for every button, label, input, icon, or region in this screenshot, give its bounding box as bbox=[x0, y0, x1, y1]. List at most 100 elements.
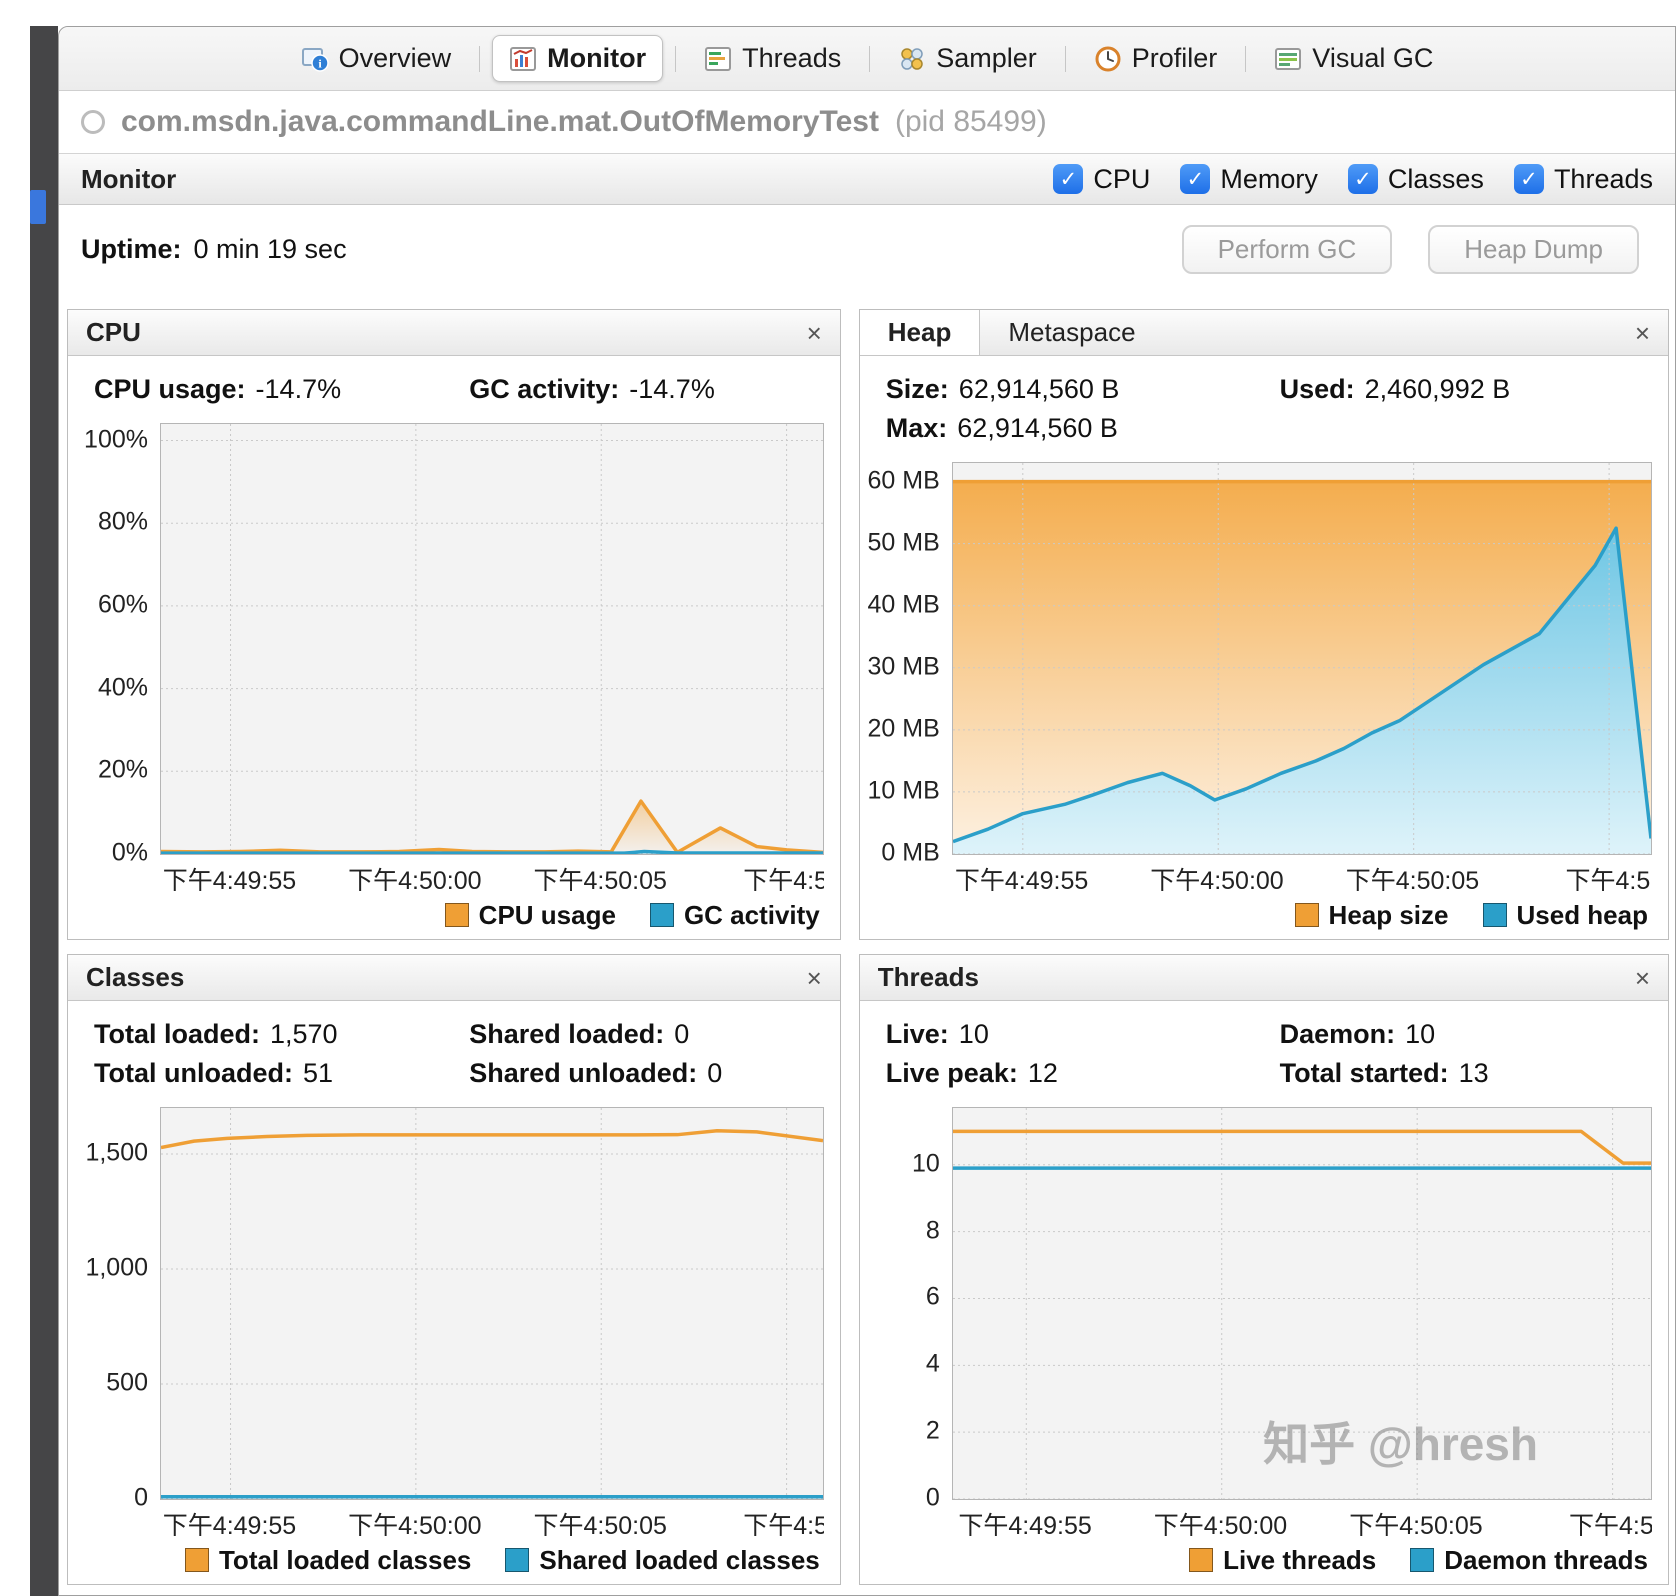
stat: Used: 2,460,992 B bbox=[1280, 374, 1658, 405]
panel-heap-header: Heap Metaspace × bbox=[859, 310, 1668, 356]
heap-dump-button[interactable]: Heap Dump bbox=[1428, 224, 1639, 274]
stat-value: 13 bbox=[1458, 1058, 1489, 1088]
y-tick-label: 60% bbox=[97, 590, 148, 619]
tab-sampler[interactable]: Sampler bbox=[882, 36, 1053, 81]
stat: Daemon: 10 bbox=[1280, 1019, 1658, 1050]
close-icon[interactable]: × bbox=[806, 317, 822, 348]
x-tick-label: 下午4:5 bbox=[743, 867, 824, 891]
tab-threads[interactable]: Threads bbox=[688, 36, 857, 81]
tab-label: Profiler bbox=[1131, 43, 1218, 73]
stat: CPU usage: -14.7% bbox=[94, 374, 469, 405]
process-status-icon bbox=[81, 110, 105, 134]
y-tick-label: 10 MB bbox=[867, 776, 940, 805]
legend-item: Shared loaded classes bbox=[505, 1544, 820, 1576]
y-tick-label: 500 bbox=[106, 1368, 148, 1397]
classes-plot-area bbox=[160, 1107, 824, 1500]
perform-gc-button[interactable]: Perform GC bbox=[1181, 224, 1393, 274]
cpu-stats: CPU usage: -14.7% GC activity: -14.7% bbox=[68, 356, 840, 411]
checkbox-label: Memory bbox=[1220, 163, 1318, 194]
dock-accent bbox=[30, 190, 46, 224]
classes-legend: Total loaded classes Shared loaded classe… bbox=[68, 1536, 824, 1584]
y-axis-labels: 0 2 4 6 8 10 bbox=[860, 1107, 952, 1511]
window-edge-strip bbox=[30, 26, 58, 1596]
y-tick-label: 10 bbox=[911, 1149, 940, 1178]
stat-label: Size: bbox=[885, 374, 949, 404]
legend-item: Total loaded classes bbox=[184, 1545, 471, 1576]
tab-monitor[interactable]: Monitor bbox=[492, 35, 664, 82]
x-tick-label: 下午4:49:55 bbox=[954, 867, 1089, 891]
tab-label: Threads bbox=[742, 43, 842, 73]
stat-value: 62,914,560 B bbox=[957, 413, 1118, 443]
close-icon[interactable]: × bbox=[1634, 962, 1650, 993]
y-axis-labels: 0 MB 10 MB 20 MB 30 MB 40 MB 50 MB 60 MB bbox=[860, 462, 952, 866]
checkbox-threads[interactable]: ✓ Threads bbox=[1513, 163, 1653, 195]
legend-item: Live threads bbox=[1189, 1545, 1376, 1576]
legend-swatch bbox=[1410, 1548, 1435, 1572]
tab-separator bbox=[1064, 45, 1066, 72]
legend-label: GC activity bbox=[683, 899, 820, 930]
tab-overview[interactable]: i Overview bbox=[285, 36, 468, 81]
stat: Total unloaded: 51 bbox=[94, 1058, 469, 1089]
stat: Total loaded: 1,570 bbox=[94, 1019, 469, 1050]
stat-value: 0 bbox=[707, 1058, 723, 1088]
checkbox-label: Threads bbox=[1553, 163, 1653, 194]
tab-profiler[interactable]: Profiler bbox=[1078, 36, 1234, 81]
checkbox-label: Classes bbox=[1387, 163, 1484, 194]
checkbox-checked-icon: ✓ bbox=[1347, 164, 1378, 194]
tab-metaspace[interactable]: Metaspace bbox=[980, 310, 1163, 355]
process-header: com.msdn.java.commandLine.mat.OutOfMemor… bbox=[59, 91, 1675, 153]
legend-label: Heap size bbox=[1328, 899, 1449, 930]
x-tick-label: 下午4:50:05 bbox=[1345, 867, 1480, 891]
tab-label: Sampler bbox=[936, 43, 1037, 73]
legend-label: Shared loaded classes bbox=[539, 1544, 820, 1575]
threads-chart: 0 2 4 6 8 10 下午4:49:55 下午4:50:00 下午4:50:05 下午4:5… bbox=[860, 1095, 1668, 1584]
cpu-chart: 0% 20% 40% 60% 80% 100% 下午4:49:55 下午4:50:00 下午4… bbox=[68, 411, 840, 939]
checkbox-checked-icon: ✓ bbox=[1180, 164, 1211, 194]
stat: GC activity: -14.7% bbox=[469, 374, 830, 405]
y-tick-label: 50 MB bbox=[867, 528, 940, 557]
stat-value: 10 bbox=[1405, 1019, 1436, 1049]
stat-value: 12 bbox=[1027, 1058, 1058, 1088]
close-icon[interactable]: × bbox=[1634, 317, 1650, 348]
stat-value: 2,460,992 B bbox=[1364, 374, 1511, 404]
checkbox-classes[interactable]: ✓ Classes bbox=[1347, 163, 1484, 195]
stat-value: 1,570 bbox=[270, 1019, 338, 1049]
panel-title: Classes bbox=[86, 962, 185, 992]
panel-title: Threads bbox=[877, 962, 979, 992]
close-icon[interactable]: × bbox=[806, 962, 822, 993]
panel-title: CPU bbox=[86, 317, 141, 347]
stat-label: Live peak: bbox=[885, 1058, 1018, 1088]
stat: Shared unloaded: 0 bbox=[469, 1058, 830, 1089]
heap-chart-svg bbox=[952, 463, 1651, 854]
check-glyph: ✓ bbox=[1059, 167, 1078, 191]
threads-chart-svg bbox=[952, 1108, 1651, 1499]
y-tick-label: 1,000 bbox=[85, 1253, 148, 1282]
tab-separator bbox=[869, 45, 871, 72]
legend-item: Heap size bbox=[1294, 899, 1449, 931]
panel-heap: Heap Metaspace × Size: 62,914,560 B Used:… bbox=[858, 309, 1669, 940]
y-tick-label: 40% bbox=[97, 673, 148, 702]
monitor-panels-grid: CPU × CPU usage: -14.7% GC activity: -14.7… bbox=[59, 293, 1675, 1595]
checkbox-memory[interactable]: ✓ Memory bbox=[1180, 164, 1318, 195]
tab-label: Metaspace bbox=[1008, 317, 1136, 347]
visualvm-window: i Overview Monitor Threads bbox=[58, 26, 1676, 1596]
heap-plot-area bbox=[951, 462, 1652, 855]
stat-value: 10 bbox=[958, 1019, 989, 1049]
uptime-row: Uptime: 0 min 19 sec Perform GC Heap Dum… bbox=[59, 205, 1675, 293]
y-tick-label: 100% bbox=[84, 425, 148, 454]
x-tick-label: 下午4:49:55 bbox=[162, 1512, 297, 1536]
check-glyph: ✓ bbox=[1186, 167, 1205, 191]
x-tick-label: 下午4:5 bbox=[743, 1512, 824, 1536]
checkbox-cpu[interactable]: ✓ CPU bbox=[1053, 164, 1150, 195]
tab-heap[interactable]: Heap bbox=[859, 310, 981, 355]
tab-visual-gc[interactable]: Visual GC bbox=[1258, 36, 1449, 81]
y-tick-label: 80% bbox=[97, 507, 148, 536]
process-pid: (pid 85499) bbox=[894, 105, 1047, 138]
panel-cpu: CPU × CPU usage: -14.7% GC activity: -14.7… bbox=[67, 309, 841, 940]
stat-label: GC activity: bbox=[469, 374, 620, 404]
threads-legend: Live threads Daemon threads bbox=[860, 1536, 1652, 1584]
uptime-value: 0 min 19 sec bbox=[193, 233, 347, 264]
y-tick-label: 0 MB bbox=[881, 838, 940, 867]
legend-swatch bbox=[649, 903, 674, 927]
